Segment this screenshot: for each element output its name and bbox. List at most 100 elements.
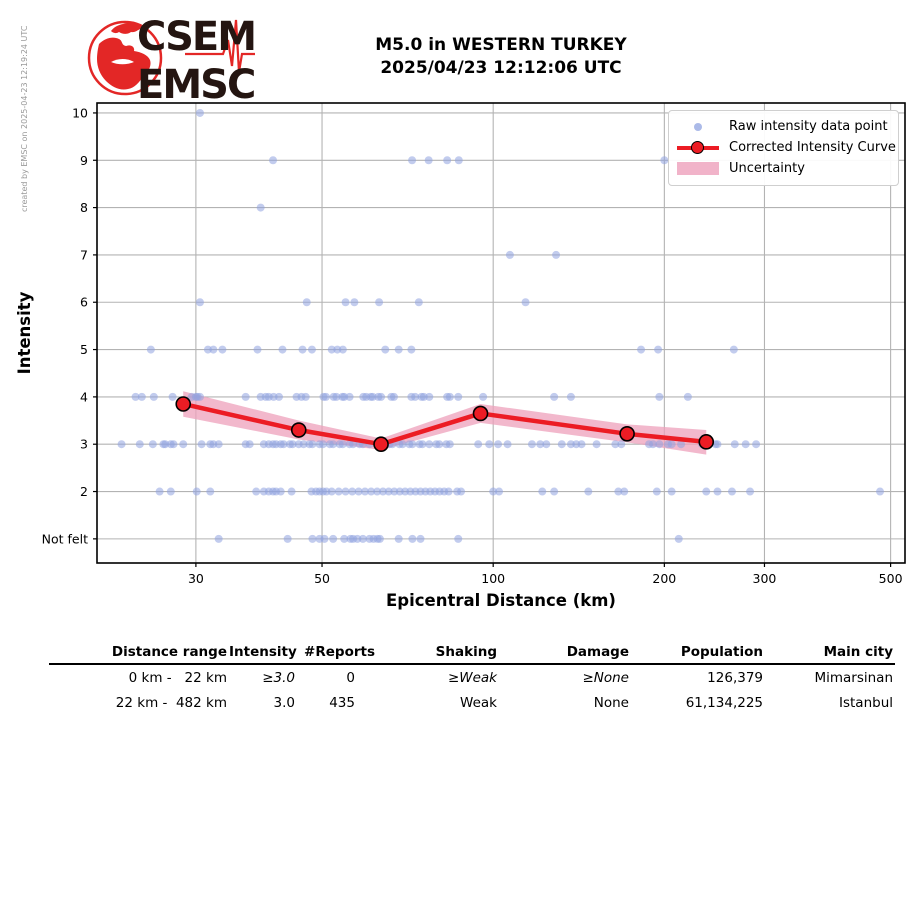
table-cell: ≥Weak (447, 669, 497, 686)
curve-legend-icon (675, 140, 721, 154)
raw-data-point (408, 440, 417, 449)
chart-title-line1: M5.0 in WESTERN TURKEY (375, 35, 627, 55)
curve-marker (373, 436, 389, 453)
y-tick-label: 8 (80, 200, 88, 215)
raw-point-legend-icon (675, 122, 721, 131)
raw-data-point (741, 440, 750, 449)
table-row: 22 km - 482 km 3.0 435 Weak None 61,134,225 Is… (49, 690, 895, 715)
chart-legend: Raw intensity data point Corrected Intens… (668, 110, 899, 186)
raw-data-point (169, 440, 178, 449)
x-tick-label: 50 (314, 571, 330, 586)
curve-marker (472, 405, 489, 422)
raw-data-point (536, 440, 545, 449)
x-tick-label: 100 (481, 571, 505, 586)
raw-data-point (218, 345, 227, 354)
raw-data-point (155, 487, 164, 496)
raw-data-point (494, 440, 503, 449)
raw-data-point (320, 534, 329, 543)
raw-data-point (550, 487, 559, 496)
chart-title-line2: 2025/04/23 12:12:06 UTC (380, 58, 622, 78)
raw-data-point (527, 440, 536, 449)
raw-data-point (373, 487, 382, 496)
raw-data-point (702, 487, 711, 496)
plot-border (96, 102, 906, 564)
raw-data-point (288, 440, 297, 449)
raw-data-point (276, 487, 285, 496)
raw-data-point (253, 345, 262, 354)
raw-data-point (407, 345, 416, 354)
y-tick-label: 6 (80, 295, 88, 310)
logo-seismogram-icon (185, 19, 255, 73)
x-axis-title: Epicentral Distance (km) (386, 591, 616, 610)
chart-title: M5.0 in WESTERN TURKEY 2025/04/23 12:12:… (97, 34, 905, 80)
raw-data-point (550, 392, 559, 401)
raw-data-point (713, 487, 722, 496)
table-header-cell: Main city (823, 643, 893, 660)
raw-data-point (521, 298, 530, 307)
legend-entry: Corrected Intensity Curve (675, 137, 896, 158)
raw-data-point (375, 534, 384, 543)
legend-label: Uncertainty (729, 161, 805, 176)
raw-data-point (425, 392, 434, 401)
raw-data-point (197, 440, 206, 449)
curve-marker (698, 434, 715, 450)
raw-data-point (408, 156, 417, 165)
logo-continent-shape (111, 22, 143, 34)
raw-data-point (195, 392, 204, 401)
raw-data-point (557, 440, 566, 449)
raw-data-point (444, 487, 453, 496)
x-tick-label: 200 (652, 571, 676, 586)
raw-data-point (308, 440, 317, 449)
raw-data-point (148, 440, 157, 449)
raw-data-point (338, 440, 347, 449)
raw-data-point (348, 487, 357, 496)
raw-data-point (341, 298, 350, 307)
table-cell: 0 km - 22 km (128, 669, 227, 686)
raw-data-point (307, 345, 316, 354)
raw-data-point (360, 487, 369, 496)
raw-data-point (474, 440, 483, 449)
raw-data-point (538, 487, 547, 496)
raw-data-point (620, 487, 629, 496)
raw-data-point (505, 250, 514, 259)
raw-data-point (655, 440, 664, 449)
raw-data-point (241, 392, 250, 401)
raw-data-point (375, 298, 384, 307)
raw-data-point (424, 156, 433, 165)
raw-data-point (146, 345, 155, 354)
raw-data-point (350, 298, 359, 307)
raw-data-point (489, 487, 498, 496)
curve-marker (290, 422, 307, 438)
raw-data-point (206, 487, 215, 496)
raw-data-point (332, 392, 341, 401)
raw-data-point (329, 440, 338, 449)
raw-data-point (730, 440, 739, 449)
curve-marker (619, 426, 635, 442)
raw-data-point (252, 487, 261, 496)
raw-data-point (652, 487, 661, 496)
raw-data-point (667, 440, 676, 449)
raw-data-point (349, 440, 358, 449)
legend-label: Raw intensity data point (729, 119, 888, 134)
raw-data-point (179, 440, 188, 449)
raw-data-point (354, 487, 363, 496)
raw-data-point (377, 392, 386, 401)
raw-data-point (443, 156, 452, 165)
table-header-cell: Population (680, 643, 763, 660)
x-tick-label: 300 (753, 571, 777, 586)
corrected-intensity-curve (182, 401, 707, 447)
raw-data-point (479, 392, 488, 401)
raw-data-point (592, 440, 601, 449)
raw-data-point (394, 345, 403, 354)
raw-data-point (195, 298, 204, 307)
table-cell: Istanbul (838, 694, 893, 711)
raw-data-point (683, 392, 692, 401)
raw-data-point (298, 345, 307, 354)
raw-data-point (457, 487, 466, 496)
raw-data-point (117, 440, 126, 449)
logo-text-csem: CSEM (137, 14, 255, 60)
y-tick-label: 3 (80, 437, 88, 452)
raw-data-point (454, 392, 463, 401)
raw-data-point (319, 440, 328, 449)
raw-data-point (149, 392, 158, 401)
